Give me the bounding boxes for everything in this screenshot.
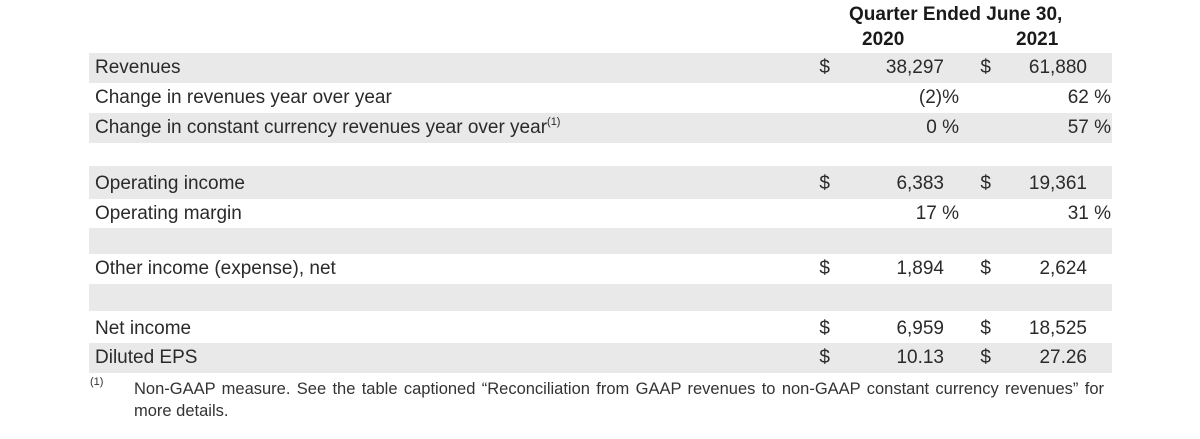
table-row-revenue-change: Change in revenues year over year (2)% 6… — [89, 83, 1112, 113]
value-2020: 6,959 — [896, 318, 944, 339]
value-2020: 38,297 — [885, 57, 944, 78]
footnote-text: Non-GAAP measure. See the table captione… — [134, 380, 1104, 420]
row-label: Diluted EPS — [95, 347, 198, 368]
table-row-constant-currency-change: Change in constant currency revenues yea… — [89, 113, 1112, 143]
row-label: Other income (expense), net — [95, 258, 336, 279]
row-label: Operating income — [95, 173, 245, 194]
currency-symbol-2020: $ — [819, 318, 830, 339]
table-row-operating-income: Operating income $ 6,383 $ 19,361 — [89, 169, 1112, 199]
footnote-reference: (1) — [547, 116, 561, 128]
currency-symbol-2020: $ — [819, 258, 830, 279]
row-label: Revenues — [95, 57, 181, 78]
table-row-diluted-eps: Diluted EPS $ 10.13 $ 27.26 — [89, 343, 1112, 373]
value-2020: 0 % — [926, 117, 959, 138]
spacer-band — [89, 228, 1112, 254]
currency-symbol-2020: $ — [819, 347, 830, 368]
spacer-band — [89, 284, 1112, 311]
value-2021: 2,624 — [1039, 258, 1087, 279]
currency-symbol-2021: $ — [980, 173, 991, 194]
column-header-title: Quarter Ended June 30, — [849, 4, 1063, 25]
row-label: Operating margin — [95, 203, 242, 224]
currency-symbol-2021: $ — [980, 57, 991, 78]
value-2021: 57 % — [1067, 117, 1111, 138]
column-header-2021: 2021 — [1016, 29, 1059, 50]
value-2021: 18,525 — [1028, 318, 1087, 339]
value-2021: 31 % — [1067, 203, 1111, 224]
table-row-other-income: Other income (expense), net $ 1,894 $ 2,… — [89, 254, 1112, 284]
row-label: Net income — [95, 318, 192, 339]
currency-symbol-2020: $ — [819, 173, 830, 194]
row-label: Change in constant currency revenues yea… — [95, 113, 560, 143]
table-row-operating-margin: Operating margin 17 % 31 % — [89, 199, 1112, 229]
value-2020: 10.13 — [896, 347, 944, 368]
table-row-revenues: Revenues $ 38,297 $ 61,880 — [89, 53, 1112, 83]
currency-symbol-2021: $ — [980, 347, 991, 368]
row-label-text: Change in constant currency revenues yea… — [95, 117, 548, 138]
footnote-marker: (1) — [90, 376, 104, 388]
value-2020: 1,894 — [896, 258, 944, 279]
value-2020: (2)% — [918, 87, 959, 108]
currency-symbol-2021: $ — [980, 318, 991, 339]
value-2021: 61,880 — [1028, 57, 1087, 78]
spacer-band — [89, 166, 1112, 170]
value-2021: 27.26 — [1039, 347, 1087, 368]
value-2021: 19,361 — [1028, 173, 1087, 194]
row-label: Change in revenues year over year — [95, 87, 392, 108]
column-header-2020: 2020 — [862, 29, 905, 50]
value-2021: 62 % — [1067, 87, 1111, 108]
currency-symbol-2021: $ — [980, 258, 991, 279]
currency-symbol-2020: $ — [819, 57, 830, 78]
table-row-net-income: Net income $ 6,959 $ 18,525 — [89, 314, 1112, 344]
value-2020: 17 % — [915, 203, 959, 224]
value-2020: 6,383 — [896, 173, 944, 194]
